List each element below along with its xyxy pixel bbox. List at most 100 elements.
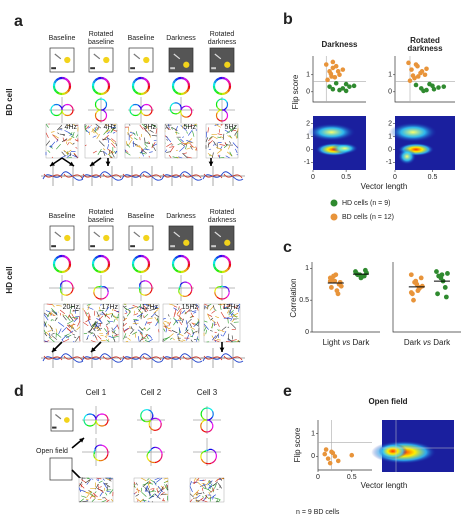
trajectory [177,142,182,146]
trajectory [168,333,174,338]
trajectory [231,312,234,316]
panel-label: e [283,383,292,400]
color-ring [183,90,188,95]
trajectory [189,493,194,498]
trajectory [87,329,93,333]
data-point [419,69,425,74]
trajectory [238,305,240,312]
trajectory [45,331,52,339]
cue-light [103,234,110,242]
trajectory [139,498,144,503]
trajectory [179,146,186,152]
note: n = 9 BD cells [296,509,340,516]
panel-label: a [14,13,23,30]
trajectory [224,129,230,134]
trajectory [97,335,102,340]
trajectory [82,500,89,502]
trajectory [136,313,144,318]
trajectory [136,305,141,309]
trajectory [151,312,157,317]
group-label-part: Dark [404,338,422,347]
y-tick-label: 0.5 [299,297,309,304]
trajectory [204,303,208,306]
trajectory [65,334,72,338]
axes [312,56,366,103]
data-point [416,286,422,292]
trajectory [148,141,151,144]
trajectory [184,124,190,127]
arrow [54,231,62,238]
trajectory [79,308,81,310]
trajectory [96,318,102,323]
color-ring [91,85,95,90]
trajectory [146,321,152,324]
trajectory [210,489,215,493]
trajectory [127,127,130,131]
color-ring [68,260,72,265]
trajectory [145,334,149,340]
trajectory [61,138,68,143]
trajectory [173,305,178,308]
trajectory [193,496,198,499]
trajectory [139,337,143,342]
trajectory [69,142,73,145]
trajectory-box [133,477,169,503]
tuning-curve [93,454,96,459]
group-label-part: vs [340,338,350,347]
tuning-curve [139,290,142,294]
color-ring [172,266,177,271]
data-point [335,291,341,297]
color-ring [224,77,229,82]
trajectory [183,142,190,144]
trajectory [212,335,217,341]
trajectory [76,124,79,127]
color-ring [143,90,148,95]
trajectory [105,339,110,342]
trajectory [73,336,77,339]
tuning-curve [206,449,210,452]
trajectory [127,337,131,341]
trajectory [55,328,58,333]
color-ring [221,254,226,258]
trajectory [139,332,144,338]
trajectory [195,493,198,497]
data-point [359,274,365,280]
card [211,245,216,248]
color-ring [172,88,177,93]
trajectory [164,320,170,324]
tuning-curve [83,414,88,421]
data-point [325,77,330,83]
trajectory [107,329,109,335]
trajectory [134,332,137,338]
firing-rate: 17Hz [102,304,119,311]
data-point [335,458,341,464]
tuning-curve [143,114,150,117]
trajectory [68,324,75,330]
trajectory [136,488,141,492]
trajectory [227,326,230,328]
data-point [330,86,336,92]
arena [49,457,73,481]
tuning-curve [98,424,106,427]
trajectory [43,323,46,327]
trajectory [227,338,233,343]
trajectory [194,323,200,327]
trajectory [124,305,127,308]
color-ring [226,257,231,262]
tuning-curve [186,281,192,287]
trajectory [144,129,151,136]
data-point [355,272,361,278]
trajectory [71,314,76,321]
color-ring [177,76,182,80]
trajectory [162,322,168,328]
trajectory [217,133,223,136]
arrow [173,53,181,60]
tuning-curve [148,425,154,431]
trajectory [66,335,70,339]
trajectory [219,144,226,146]
trajectory [81,495,87,498]
trajectory [172,317,179,323]
trajectory [150,488,155,490]
trajectory [217,329,220,332]
y-axis-label: Flip score [293,427,302,462]
